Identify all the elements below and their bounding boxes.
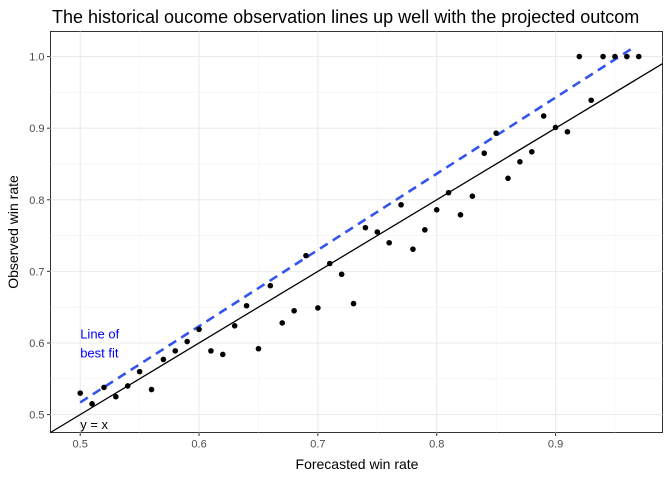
y-tick-label: 0.5 [29, 410, 44, 422]
data-point [136, 368, 143, 375]
data-point [552, 124, 559, 131]
data-point [457, 212, 464, 218]
data-point [374, 229, 381, 235]
y-tick-label: 0.9 [29, 123, 44, 135]
data-point [208, 348, 214, 354]
x-tick-label: 0.9 [548, 439, 563, 451]
data-point [540, 113, 547, 119]
data-point [635, 53, 642, 60]
data-point [481, 150, 488, 157]
x-tick-label: 0.5 [73, 439, 88, 451]
scatter-points [77, 53, 642, 407]
data-point [338, 271, 345, 278]
data-point [243, 302, 250, 309]
identity-line-label: y = x [80, 417, 108, 432]
data-point [77, 390, 84, 396]
best-fit-line [79, 46, 634, 404]
data-point [172, 348, 179, 354]
data-point [433, 207, 440, 213]
data-point [410, 246, 416, 252]
data-point [267, 282, 274, 289]
data-point [505, 175, 511, 182]
plot-panel-border [50, 31, 663, 433]
data-point [291, 307, 297, 314]
data-point [148, 386, 155, 393]
data-point [517, 159, 523, 165]
data-point [124, 383, 131, 389]
data-point [600, 53, 606, 60]
data-point [113, 393, 119, 400]
x-tick-label: 0.6 [191, 439, 206, 451]
data-point [528, 149, 535, 155]
data-point [386, 239, 392, 246]
x-axis-title: Forecasted win rate [296, 456, 419, 472]
grid-layer [50, 31, 663, 433]
y-tick-label: 0.7 [29, 266, 44, 278]
data-point [445, 189, 452, 196]
x-tick-label: 0.7 [310, 439, 325, 451]
data-point [196, 326, 202, 333]
best-fit-label-line2: best fit [80, 345, 119, 360]
data-point [101, 384, 107, 391]
data-point [469, 193, 476, 199]
best-fit-label-line1: Line of [80, 327, 119, 342]
data-point [255, 345, 262, 352]
data-point [588, 97, 594, 104]
chart-title: The historical oucome observation lines … [52, 7, 639, 27]
data-point [350, 300, 357, 307]
axis-ticks: 0.5 0.6 0.7 0.8 0.9 0.5 0.6 0.7 0.8 0.9 1.0 [29, 52, 563, 451]
data-point [326, 260, 333, 267]
data-point [576, 53, 583, 60]
data-point [398, 201, 404, 208]
data-point [231, 323, 238, 329]
reference-lines [50, 46, 663, 434]
identity-line [50, 63, 663, 434]
data-point [160, 356, 167, 363]
data-point [315, 305, 321, 311]
y-tick-label: 1.0 [29, 52, 44, 64]
data-point [303, 252, 309, 259]
data-point [220, 351, 226, 358]
data-point [564, 128, 571, 135]
data-point [184, 338, 190, 345]
data-point [422, 227, 428, 233]
y-tick-label: 0.8 [29, 195, 44, 207]
x-tick-label: 0.8 [429, 439, 444, 451]
data-point [279, 320, 286, 326]
y-tick-label: 0.6 [29, 338, 44, 350]
data-point [362, 224, 369, 231]
data-point [493, 130, 499, 136]
y-axis-title: Observed win rate [5, 175, 21, 289]
data-point [624, 53, 630, 60]
data-point [612, 53, 618, 60]
data-point [89, 401, 95, 407]
